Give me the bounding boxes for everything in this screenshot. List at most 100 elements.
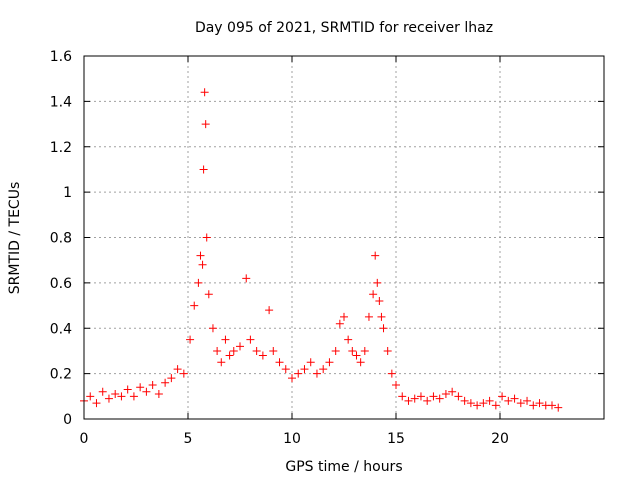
data-point — [242, 274, 251, 283]
data-point — [340, 312, 348, 321]
data-point — [148, 380, 157, 389]
data-point — [111, 390, 120, 399]
data-point — [379, 324, 388, 333]
data-point — [161, 378, 170, 387]
data-point — [225, 351, 234, 360]
data-point — [190, 301, 199, 310]
data-point — [479, 399, 488, 408]
data-point — [194, 278, 203, 287]
data-point — [466, 399, 475, 408]
data-point — [371, 251, 380, 260]
series-SRMTID — [80, 88, 563, 412]
data-point — [154, 390, 163, 399]
data-point — [221, 335, 230, 344]
data-point — [142, 387, 151, 396]
data-point — [196, 251, 205, 260]
data-point — [523, 396, 532, 405]
data-point — [265, 306, 274, 315]
data-point — [173, 365, 182, 374]
data-point — [554, 403, 563, 412]
data-point — [199, 165, 208, 174]
data-point — [281, 365, 290, 374]
y-tick-label: 1 — [63, 185, 72, 201]
x-tick-label: 15 — [387, 431, 405, 447]
data-point — [117, 392, 126, 401]
x-tick-label: 10 — [283, 431, 301, 447]
tick-layer: 0 0.2 0.4 0.6 0.8 1 1.2 1.4 1.6 0 5 10 15 20 — [50, 49, 604, 447]
data-point — [448, 387, 457, 396]
data-point — [383, 346, 392, 355]
data-point — [335, 319, 344, 328]
data-point — [473, 401, 482, 410]
data-point — [129, 392, 138, 401]
y-tick-label: 0.2 — [50, 367, 72, 383]
data-point — [204, 290, 213, 299]
data-point — [398, 392, 407, 401]
y-tick-label: 0 — [63, 412, 72, 428]
data-point — [200, 88, 209, 97]
data-point — [294, 369, 303, 378]
data-point — [306, 358, 315, 367]
data-point — [375, 297, 384, 306]
data-point — [344, 335, 353, 344]
y-tick-label: 1.2 — [50, 140, 72, 156]
y-tick-label: 1.6 — [50, 49, 72, 65]
data-point — [92, 399, 101, 408]
data-point — [392, 380, 400, 389]
y-axis-label: SRMTID / TECUs — [7, 182, 23, 295]
data-point — [410, 394, 419, 403]
data-point — [510, 394, 519, 403]
y-tick-label: 0.6 — [50, 276, 72, 292]
data-point — [441, 390, 450, 399]
data-point — [498, 392, 507, 401]
data-point — [369, 290, 378, 299]
data-point — [275, 358, 284, 367]
data-point — [387, 369, 396, 378]
data-point — [213, 346, 222, 355]
data-point — [167, 374, 176, 383]
data-point — [123, 385, 132, 394]
x-tick-label: 20 — [491, 431, 509, 447]
data-point — [352, 351, 361, 360]
data-point — [548, 401, 556, 410]
chart-title: Day 095 of 2021, SRMTID for receiver lha… — [195, 20, 493, 36]
data-point — [136, 383, 145, 392]
data-point — [535, 399, 544, 408]
data-point — [416, 392, 425, 401]
data-point — [312, 369, 321, 378]
data-point — [516, 399, 525, 408]
data-point — [460, 396, 469, 405]
data-point — [356, 358, 365, 367]
plot-frame — [83, 55, 605, 420]
data-point — [348, 346, 357, 355]
y-tick-label: 0.8 — [50, 231, 72, 247]
data-point — [202, 233, 211, 242]
data-point — [246, 335, 255, 344]
data-point — [258, 351, 267, 360]
y-tick-label: 0.4 — [50, 321, 72, 337]
data-point — [325, 358, 334, 367]
data-point — [429, 392, 438, 401]
data-point — [288, 374, 296, 383]
data-point — [186, 335, 195, 344]
data-point — [208, 324, 217, 333]
data-point — [104, 394, 113, 403]
data-point — [435, 394, 444, 403]
data-point — [377, 312, 386, 321]
data-point — [269, 346, 278, 355]
x-axis-label: GPS time / hours — [285, 459, 402, 475]
data-point — [252, 346, 261, 355]
data-point — [319, 365, 328, 374]
data-point — [201, 120, 210, 129]
data-point — [360, 346, 369, 355]
data-point — [364, 312, 373, 321]
data-point — [485, 396, 494, 405]
data-point — [373, 278, 382, 287]
data-point — [504, 396, 513, 405]
data-point — [229, 346, 238, 355]
data-point — [423, 396, 432, 405]
x-tick-label: 0 — [80, 431, 89, 447]
data-point — [300, 365, 309, 374]
